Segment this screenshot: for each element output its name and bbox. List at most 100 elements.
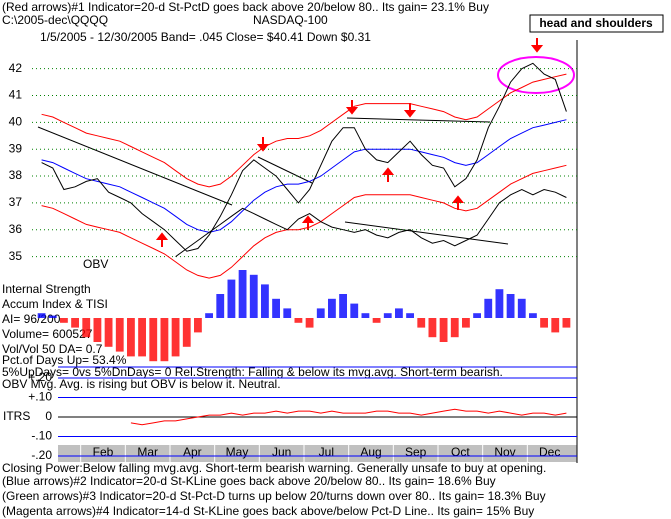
x-tick-label: Jul <box>319 445 334 459</box>
itrs-label: ITRS <box>3 409 30 423</box>
accum-bar <box>283 308 292 318</box>
y-tick-label: 41 <box>9 88 23 102</box>
accum-bar <box>462 318 470 328</box>
stat-line: AI= 96/200 <box>2 312 61 326</box>
month-band <box>58 445 577 462</box>
accum-bar <box>82 318 91 338</box>
accum-bar <box>60 318 68 323</box>
x-tick-label: Feb <box>93 445 114 459</box>
accum-bar <box>473 313 481 318</box>
y-tick-label: 35 <box>9 249 23 263</box>
summary-line: 1/5/2005 - 12/30/2005 Band= .045 Close= … <box>40 30 371 44</box>
series-line <box>41 164 567 279</box>
accum-bar <box>127 318 135 357</box>
y-tick-label: +.10 <box>28 390 52 404</box>
footer-line: Closing Power:Below falling mvg.avg. Sho… <box>2 461 546 475</box>
accum-bar <box>506 294 515 318</box>
x-tick-label: Mar <box>137 445 158 459</box>
y-tick-label: 36 <box>9 222 23 236</box>
series-line <box>41 119 567 233</box>
accum-bar <box>149 318 158 362</box>
y-tick-label: -.20 <box>31 448 52 462</box>
y-tick-label: 38 <box>9 168 23 182</box>
accum-bar <box>104 318 113 347</box>
footer-line: (Green arrows)#3 Indicator=20-d St-Pct-D… <box>2 489 546 503</box>
stat-line: Vol/Vol 50 DA= 0.7 <box>2 342 103 356</box>
x-tick-label: May <box>226 445 249 459</box>
accum-bar <box>529 313 537 318</box>
stat-line: Pct.of Days Up= 53.4% <box>2 353 127 367</box>
accum-bar <box>227 279 236 318</box>
accum-bar <box>138 318 146 357</box>
accum-bar <box>93 318 102 342</box>
pattern-ellipse <box>497 56 575 94</box>
y-tick-label: 42 <box>9 61 23 75</box>
index-name: NASDAQ-100 <box>253 13 328 27</box>
accum-bar <box>37 313 46 318</box>
accum-bar <box>417 318 426 328</box>
accum-bar <box>71 318 79 328</box>
trend-lines <box>37 117 509 245</box>
stat-line: 5%UpDays= 0vs 5%DnDays= 0 Rel.Strength: … <box>2 365 503 379</box>
accum-bar <box>562 318 571 328</box>
accum-bar <box>272 298 280 318</box>
stat-line: Accum Index & TISI <box>2 297 108 311</box>
x-tick-label: Oct <box>451 445 470 459</box>
x-tick-label: Dec <box>539 445 560 459</box>
accum-bar <box>238 270 247 318</box>
accum-bar <box>182 318 191 347</box>
series-line <box>41 62 567 252</box>
y-tick-label: +.20 <box>28 370 52 384</box>
x-tick-label: Sep <box>405 445 427 459</box>
accum-bar <box>517 298 526 318</box>
accum-bar <box>316 308 325 318</box>
y-tick-label: 39 <box>9 141 23 155</box>
y-tick-label: 40 <box>9 115 23 129</box>
accum-bar <box>383 313 392 318</box>
y-tick-label: 0 <box>45 409 52 423</box>
signal-arrows <box>155 38 544 247</box>
x-tick-label: Jun <box>272 445 291 459</box>
accum-bar <box>551 318 560 333</box>
obv-label: OBV <box>83 257 108 271</box>
annotation-box <box>529 14 664 33</box>
series-line <box>175 188 567 258</box>
series-line <box>130 408 567 426</box>
accum-bar <box>261 284 269 318</box>
accum-bar <box>328 298 336 318</box>
accum-bar <box>171 318 180 357</box>
accum-bar <box>294 318 303 323</box>
header-line: (Red arrows)#1 Indicator=20-d St-PctD go… <box>2 0 489 14</box>
annotation: head and shoulders <box>539 16 653 30</box>
accum-bar <box>48 315 57 318</box>
stat-line: Volume= 600527 <box>2 327 93 341</box>
y-tick-label: 37 <box>9 195 23 209</box>
accum-bar <box>484 298 493 318</box>
stat-line: Internal Strength <box>2 282 91 296</box>
accum-bar <box>249 274 258 318</box>
accum-bar <box>350 303 359 318</box>
accum-bar <box>160 318 169 362</box>
accum-bar <box>540 318 548 328</box>
x-tick-label: Nov <box>494 445 515 459</box>
series-line <box>41 73 567 188</box>
accum-bar <box>428 318 437 338</box>
accum-bar <box>205 313 213 318</box>
accum-bar <box>372 318 381 323</box>
accum-bar <box>495 289 504 318</box>
x-tick-label: Aug <box>360 445 381 459</box>
stat-line: OBV Mvg. Avg. is rising but OBV is below… <box>2 377 281 391</box>
file-path: C:\2005-dec\QQQQ <box>2 13 108 27</box>
x-tick-label: Apr <box>183 445 202 459</box>
y-tick-label: -.10 <box>31 429 52 443</box>
accum-bar <box>115 318 124 352</box>
accum-bar <box>406 313 414 318</box>
accum-bar <box>439 318 448 342</box>
accum-bar <box>450 318 459 338</box>
accum-bar <box>361 313 370 318</box>
footer-line: (Magenta arrows)#4 Indicator=14-d St-KLi… <box>2 504 534 518</box>
accum-bar <box>216 294 225 318</box>
accum-bar <box>395 308 403 318</box>
footer-line: (Blue arrows)#2 Indicator=20-d St-KLine … <box>2 474 496 488</box>
